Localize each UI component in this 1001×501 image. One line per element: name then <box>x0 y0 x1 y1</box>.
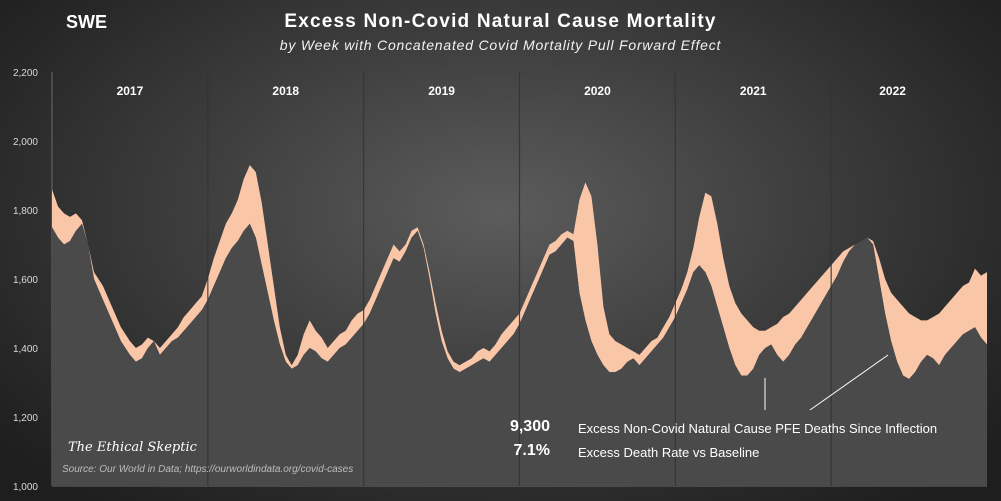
chart-subtitle: by Week with Concatenated Covid Mortalit… <box>279 37 722 53</box>
pfe-deaths-label: Excess Non-Covid Natural Cause PFE Death… <box>578 421 938 436</box>
year-label-2019: 2019 <box>428 84 455 98</box>
year-label-2017: 2017 <box>117 84 144 98</box>
y-tick-label: 1,800 <box>13 206 38 217</box>
y-tick-label: 2,200 <box>13 68 38 79</box>
y-tick-label: 1,000 <box>13 482 38 493</box>
pfe-deaths-value: 9,300 <box>509 418 550 435</box>
country-code: SWE <box>66 12 108 32</box>
excess-rate-label: Excess Death Rate vs Baseline <box>578 445 760 460</box>
year-label-2022: 2022 <box>879 84 906 98</box>
y-tick-label: 1,600 <box>13 275 38 286</box>
year-label-2021: 2021 <box>740 84 767 98</box>
y-tick-label: 1,200 <box>13 413 38 424</box>
brand-signature: The Ethical Skeptic <box>68 440 197 455</box>
source-note: Source: Our World in Data; https://ourwo… <box>62 464 354 475</box>
excess-rate-value: 7.1% <box>513 442 550 459</box>
annotation-pointer-line <box>809 354 889 411</box>
year-label-2018: 2018 <box>272 84 299 98</box>
y-tick-label: 2,000 <box>13 137 38 148</box>
year-label-2020: 2020 <box>584 84 611 98</box>
y-tick-label: 1,400 <box>13 344 38 355</box>
chart-title: Excess Non-Covid Natural Cause Mortality <box>284 11 717 32</box>
